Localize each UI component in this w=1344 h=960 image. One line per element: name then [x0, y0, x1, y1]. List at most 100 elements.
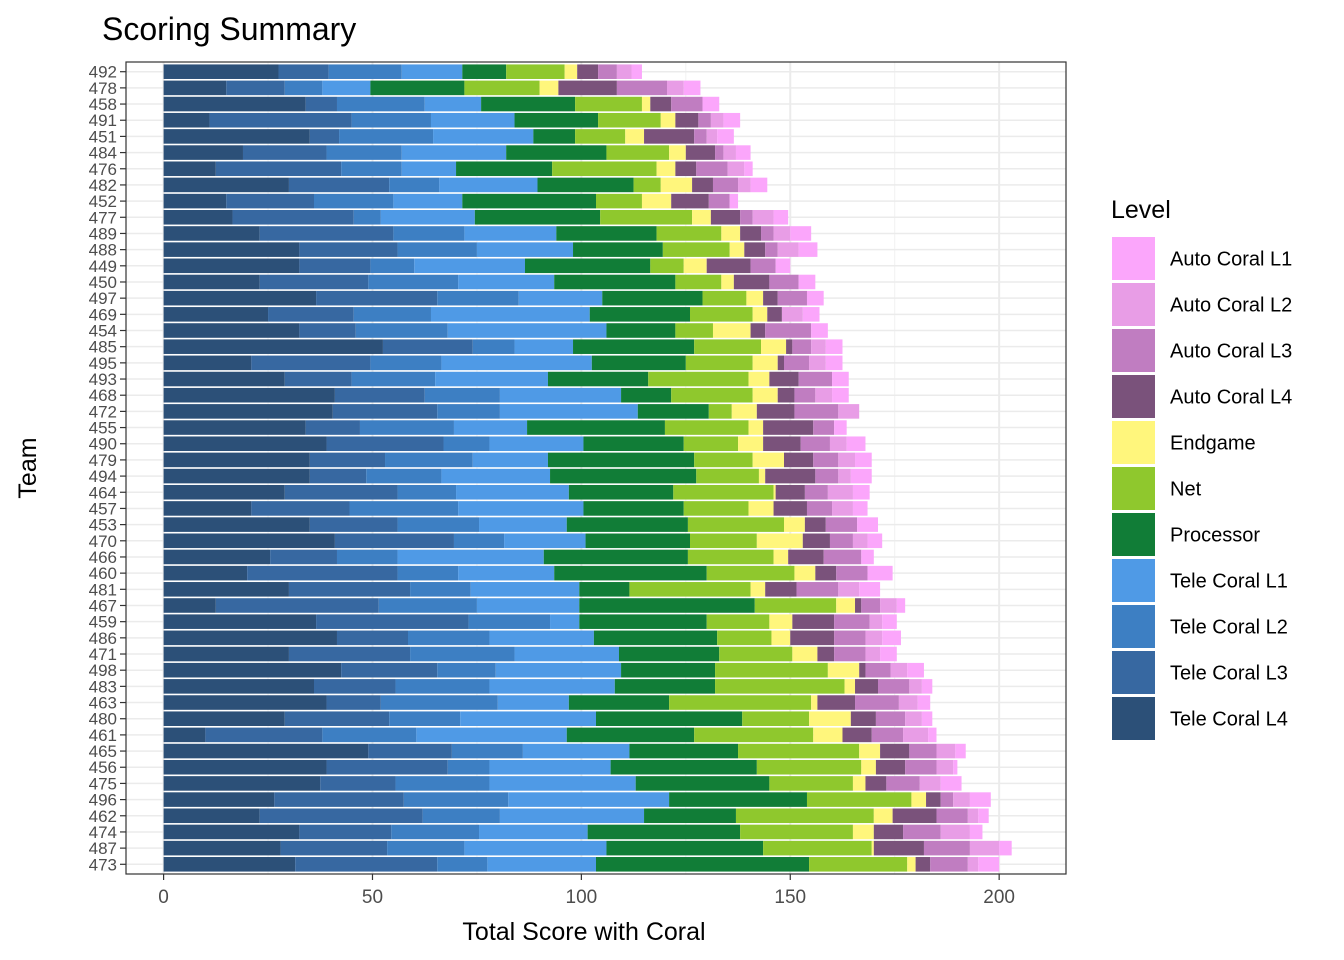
bar-segment-net	[575, 129, 626, 144]
legend-item-endgame: Endgame	[1112, 421, 1256, 464]
bar-segment-tele-coral-l4	[163, 468, 310, 484]
bar-segment-auto-coral-l3	[871, 727, 904, 743]
bar-segment-processor	[583, 501, 684, 516]
bar-segment-auto-coral-l3	[903, 824, 941, 840]
bar-segment-processor	[621, 662, 716, 678]
bar-segment-processor	[370, 80, 465, 96]
bar-segment-auto-coral-l3	[792, 339, 812, 354]
bar-segment-auto-coral-l1	[978, 808, 989, 824]
bar-segment-auto-coral-l3	[878, 679, 910, 694]
bar-segment-processor	[585, 533, 690, 549]
bar-segment-tele-coral-l4	[163, 64, 279, 79]
bar-segment-processor	[637, 404, 709, 419]
bar-segment-endgame	[656, 161, 676, 177]
bar-segment-auto-coral-l3	[708, 193, 730, 209]
bar-team-489	[163, 226, 812, 241]
bar-segment-tele-coral-l4	[163, 614, 317, 629]
bar-segment-processor	[568, 484, 674, 500]
bar-segment-auto-coral-l4	[802, 533, 830, 549]
bar-segment-processor	[514, 112, 599, 128]
bar-segment-tele-coral-l4	[163, 598, 216, 613]
bar-segment-tele-coral-l4	[163, 129, 310, 144]
bar-segment-endgame	[773, 549, 789, 565]
bar-segment-auto-coral-l4	[692, 177, 713, 193]
bar-segment-tele-coral-l2	[437, 662, 496, 678]
bar-segment-auto-coral-l3	[886, 776, 920, 791]
team-label: 455	[89, 419, 117, 438]
bar-segment-tele-coral-l4	[163, 290, 317, 306]
team-label: 463	[89, 694, 117, 713]
bar-segment-auto-coral-l3	[905, 759, 937, 775]
bar-segment-auto-coral-l2	[811, 339, 826, 354]
bar-team-492	[163, 64, 642, 79]
bar-segment-tele-coral-l1	[430, 112, 515, 128]
bar-segment-tele-coral-l1	[380, 210, 475, 225]
bar-segment-tele-coral-l1	[489, 776, 636, 791]
legend-label: Processor	[1170, 525, 1260, 547]
bar-segment-tele-coral-l1	[489, 759, 611, 775]
bar-segment-net	[756, 759, 862, 775]
legend-label: Auto Coral L1	[1170, 249, 1292, 271]
bar-segment-auto-coral-l1	[750, 177, 768, 193]
team-label: 495	[89, 354, 117, 373]
bar-team-486	[163, 630, 901, 646]
team-label: 497	[89, 289, 117, 308]
bar-segment-tele-coral-l3	[259, 808, 423, 824]
bar-segment-tele-coral-l2	[443, 436, 490, 452]
bar-segment-tele-coral-l4	[163, 307, 269, 322]
team-label: 498	[89, 661, 117, 680]
bar-segment-endgame	[738, 436, 764, 452]
bar-segment-endgame	[752, 452, 784, 468]
bar-segment-auto-coral-l4	[804, 517, 826, 532]
bar-segment-auto-coral-l1	[798, 242, 818, 257]
bar-segment-tele-coral-l1	[487, 857, 596, 872]
bar-segment-endgame	[746, 290, 764, 306]
bar-segment-processor	[474, 210, 601, 225]
bar-segment-auto-coral-l4	[740, 226, 762, 241]
team-label: 478	[89, 79, 117, 98]
bar-segment-net	[598, 112, 661, 128]
bar-segment-tele-coral-l4	[163, 242, 300, 257]
bar-segment-tele-coral-l2	[336, 96, 425, 112]
bar-segment-auto-coral-l4	[926, 792, 941, 807]
bar-segment-auto-coral-l4	[706, 258, 751, 274]
legend-item-auto-coral-l2: Auto Coral L2	[1112, 283, 1292, 326]
team-label: 474	[89, 823, 117, 842]
bar-segment-auto-coral-l3	[834, 630, 866, 646]
bar-segment-processor	[573, 242, 663, 257]
bar-segment-auto-coral-l2	[880, 598, 897, 613]
bar-segment-endgame	[852, 824, 874, 840]
bar-segment-auto-coral-l3	[923, 840, 970, 856]
bar-segment-processor	[579, 598, 755, 613]
bar-segment-auto-coral-l4	[817, 646, 835, 662]
bar-segment-endgame	[712, 323, 751, 338]
bar-segment-tele-coral-l4	[163, 743, 369, 759]
bar-segment-net	[606, 145, 670, 160]
bar-team-470	[163, 533, 883, 549]
legend-label: Auto Coral L4	[1170, 387, 1292, 409]
bar-team-456	[163, 759, 958, 775]
bar-team-482	[163, 177, 768, 193]
bar-segment-endgame	[748, 501, 774, 516]
bar-segment-processor	[568, 695, 670, 710]
bar-segment-auto-coral-l1	[811, 323, 828, 338]
bar-segment-auto-coral-l2	[838, 452, 856, 468]
bar-segment-tele-coral-l2	[447, 759, 490, 775]
bar-segment-auto-coral-l3	[823, 549, 862, 565]
bar-segment-auto-coral-l1	[928, 727, 937, 743]
bar-segment-auto-coral-l2	[903, 727, 929, 743]
bar-segment-endgame	[827, 662, 860, 678]
bar-segment-tele-coral-l3	[226, 80, 285, 96]
legend-item-auto-coral-l4: Auto Coral L4	[1112, 375, 1292, 418]
bar-segment-tele-coral-l2	[437, 290, 519, 306]
bar-segment-net	[740, 824, 853, 840]
bar-segment-auto-coral-l1	[773, 210, 789, 225]
bar-segment-tele-coral-l2	[380, 695, 498, 710]
bar-segment-processor	[547, 371, 649, 387]
stacked-bars	[163, 64, 1012, 872]
team-label: 491	[89, 111, 117, 130]
bar-team-458	[163, 96, 720, 112]
bar-segment-auto-coral-l4	[558, 80, 617, 96]
bar-segment-processor	[606, 323, 676, 338]
bar-segment-auto-coral-l4	[880, 743, 910, 759]
